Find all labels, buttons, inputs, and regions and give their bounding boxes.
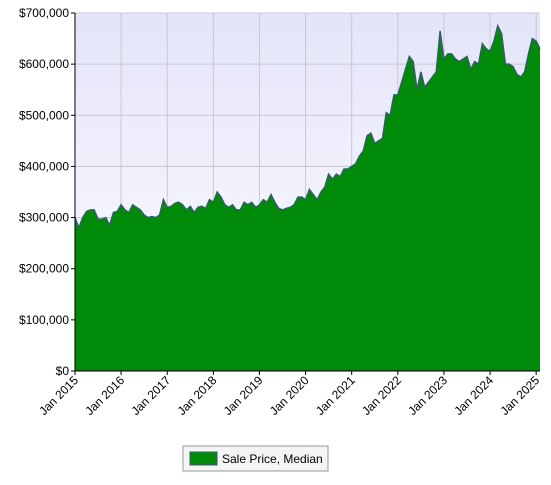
legend: Sale Price, Median xyxy=(182,445,329,472)
y-tick-label: $300,000 xyxy=(19,211,69,225)
x-tick-label: Jan 2023 xyxy=(405,373,450,418)
y-tick-label: $600,000 xyxy=(19,57,69,71)
legend-swatch xyxy=(189,451,218,466)
x-tick-label: Jan 2020 xyxy=(267,373,312,418)
x-tick-label: Jan 2022 xyxy=(359,373,404,418)
y-tick-label: $100,000 xyxy=(19,313,69,327)
x-tick-label: Jan 2015 xyxy=(36,373,81,418)
x-tick-label: Jan 2021 xyxy=(313,373,358,418)
area-fill xyxy=(75,25,540,371)
y-tick-label: $0 xyxy=(56,364,70,378)
area-line xyxy=(74,23,541,230)
x-tick-label: Jan 2017 xyxy=(129,373,174,418)
x-tick-label: Jan 2019 xyxy=(221,373,266,418)
y-tick-label: $500,000 xyxy=(19,108,69,122)
y-tick-label: $400,000 xyxy=(19,159,69,173)
x-tick-label: Jan 2018 xyxy=(175,373,220,418)
legend-label: Sale Price, Median xyxy=(222,452,323,466)
x-tick-label: Jan 2016 xyxy=(82,373,127,418)
y-tick-label: $200,000 xyxy=(19,262,69,276)
x-tick-label: Jan 2025 xyxy=(497,373,542,418)
y-tick-label: $700,000 xyxy=(19,6,69,20)
x-tick-label: Jan 2024 xyxy=(451,373,496,418)
